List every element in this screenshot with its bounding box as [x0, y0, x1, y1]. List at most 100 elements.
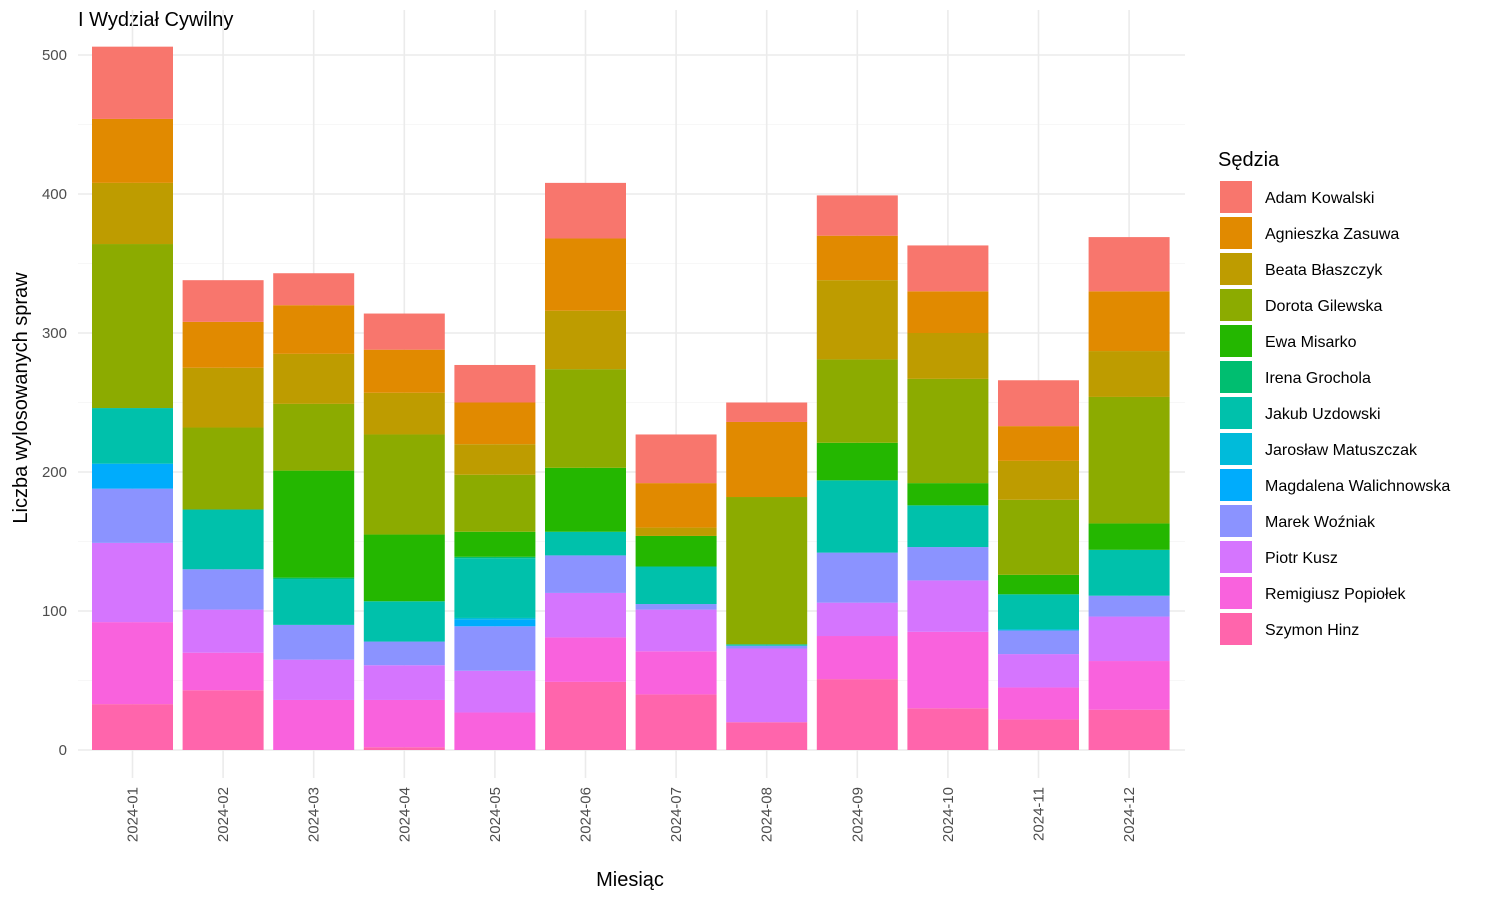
x-tick-label: 2024-06	[578, 787, 595, 842]
bar-segment	[182, 690, 264, 750]
bar-segment	[273, 579, 355, 625]
bar-segment	[454, 670, 536, 713]
legend-label: Jarosław Matuszczak	[1265, 442, 1418, 459]
bar-segment	[907, 505, 989, 548]
bar-segment	[726, 722, 808, 750]
bar-segment	[363, 349, 445, 393]
bar-segment	[273, 699, 355, 750]
bar-segment	[545, 531, 626, 556]
bar-segment	[907, 483, 989, 506]
legend-key	[1220, 469, 1252, 501]
bar-segment	[998, 687, 1079, 720]
bar-segment	[998, 629, 1079, 631]
legend-key	[1220, 613, 1252, 645]
bar-segment	[273, 659, 355, 700]
bar-segment	[816, 636, 898, 680]
legend-key	[1220, 289, 1252, 321]
bar-segment	[92, 46, 173, 119]
bar-segment	[545, 681, 626, 750]
bar-segment	[816, 195, 898, 236]
bar-segment	[907, 631, 989, 709]
x-tick-label: 2024-12	[1121, 787, 1138, 842]
legend-label: Marek Woźniak	[1265, 514, 1376, 531]
y-tick-label: 0	[59, 742, 67, 759]
bar-segment	[998, 426, 1079, 461]
legend-key	[1220, 541, 1252, 573]
bar-segment	[454, 556, 536, 559]
x-axis-title: Miesiąc	[596, 869, 664, 891]
legend-label: Agnieszka Zasuwa	[1265, 226, 1399, 243]
y-tick-label: 100	[42, 603, 67, 620]
bar-segment	[726, 645, 808, 649]
bar-segment	[1088, 291, 1170, 352]
y-tick-label: 300	[42, 325, 67, 342]
bar-segment	[998, 380, 1079, 427]
legend-label: Jakub Uzdowski	[1265, 406, 1381, 423]
bar-segment	[998, 630, 1079, 655]
y-tick-label: 200	[42, 464, 67, 481]
bar-segment	[92, 408, 173, 464]
y-tick-label: 500	[42, 47, 67, 64]
bar-segment	[635, 651, 717, 695]
bar-segment	[1088, 396, 1170, 524]
legend-key	[1220, 433, 1252, 465]
bar-segment	[726, 421, 808, 498]
legend-label: Irena Grochola	[1265, 370, 1371, 387]
legend-key	[1220, 505, 1252, 537]
bar-segment	[816, 235, 898, 281]
bar-segment	[907, 547, 989, 581]
bar-segment	[363, 699, 445, 748]
bar-segment	[454, 474, 536, 532]
bar-segment	[92, 463, 173, 489]
bar-segment	[998, 460, 1079, 500]
bar-segment	[1088, 237, 1170, 292]
bar-segment	[363, 392, 445, 435]
bar-segment	[635, 694, 717, 750]
bar-segment	[92, 542, 173, 623]
bar-segment	[726, 497, 808, 645]
bar-segment	[273, 470, 355, 578]
bar-segment	[726, 402, 808, 422]
legend-label: Dorota Gilewska	[1265, 298, 1382, 315]
legend-key	[1220, 577, 1252, 609]
bar-segment	[454, 364, 536, 403]
bar-segment	[816, 280, 898, 360]
bar-segment	[635, 483, 717, 528]
legend-label: Magdalena Walichnowska	[1265, 478, 1450, 495]
legend-label: Remigiusz Popiołek	[1265, 586, 1407, 603]
bar-segment	[998, 499, 1079, 575]
bar-segment	[273, 577, 355, 580]
x-tick-label: 2024-07	[668, 787, 685, 842]
bar-segment	[182, 367, 264, 428]
bar-segment	[454, 444, 536, 475]
bar-segment	[182, 280, 264, 322]
bar-segment	[635, 609, 717, 652]
legend-key	[1220, 181, 1252, 213]
bar-segment	[635, 535, 717, 567]
bar-segment	[545, 467, 626, 532]
bar-segment	[1088, 616, 1170, 662]
bar-segment	[998, 719, 1079, 750]
legend-key	[1220, 397, 1252, 429]
legend-label: Szymon Hinz	[1265, 622, 1359, 639]
bar-segment	[545, 555, 626, 593]
bar-segment	[816, 480, 898, 553]
bar-segment	[454, 531, 536, 557]
bar-segment	[998, 574, 1079, 595]
bar-segment	[363, 665, 445, 700]
bar-segment	[92, 118, 173, 183]
bar-segment	[454, 558, 536, 618]
bar-segment	[363, 747, 445, 750]
bar-segment	[998, 594, 1079, 630]
bar-segment	[635, 434, 717, 484]
bar-segment	[816, 679, 898, 750]
x-tick-label: 2024-11	[1031, 787, 1048, 841]
legend-label: Beata Błaszczyk	[1265, 262, 1383, 279]
bar-segment	[1088, 709, 1170, 750]
bar-segment	[1088, 549, 1170, 596]
bar-segment	[816, 359, 898, 443]
bar-segment	[182, 321, 264, 368]
legend-label: Ewa Misarko	[1265, 334, 1357, 351]
bar-segment	[635, 604, 717, 610]
